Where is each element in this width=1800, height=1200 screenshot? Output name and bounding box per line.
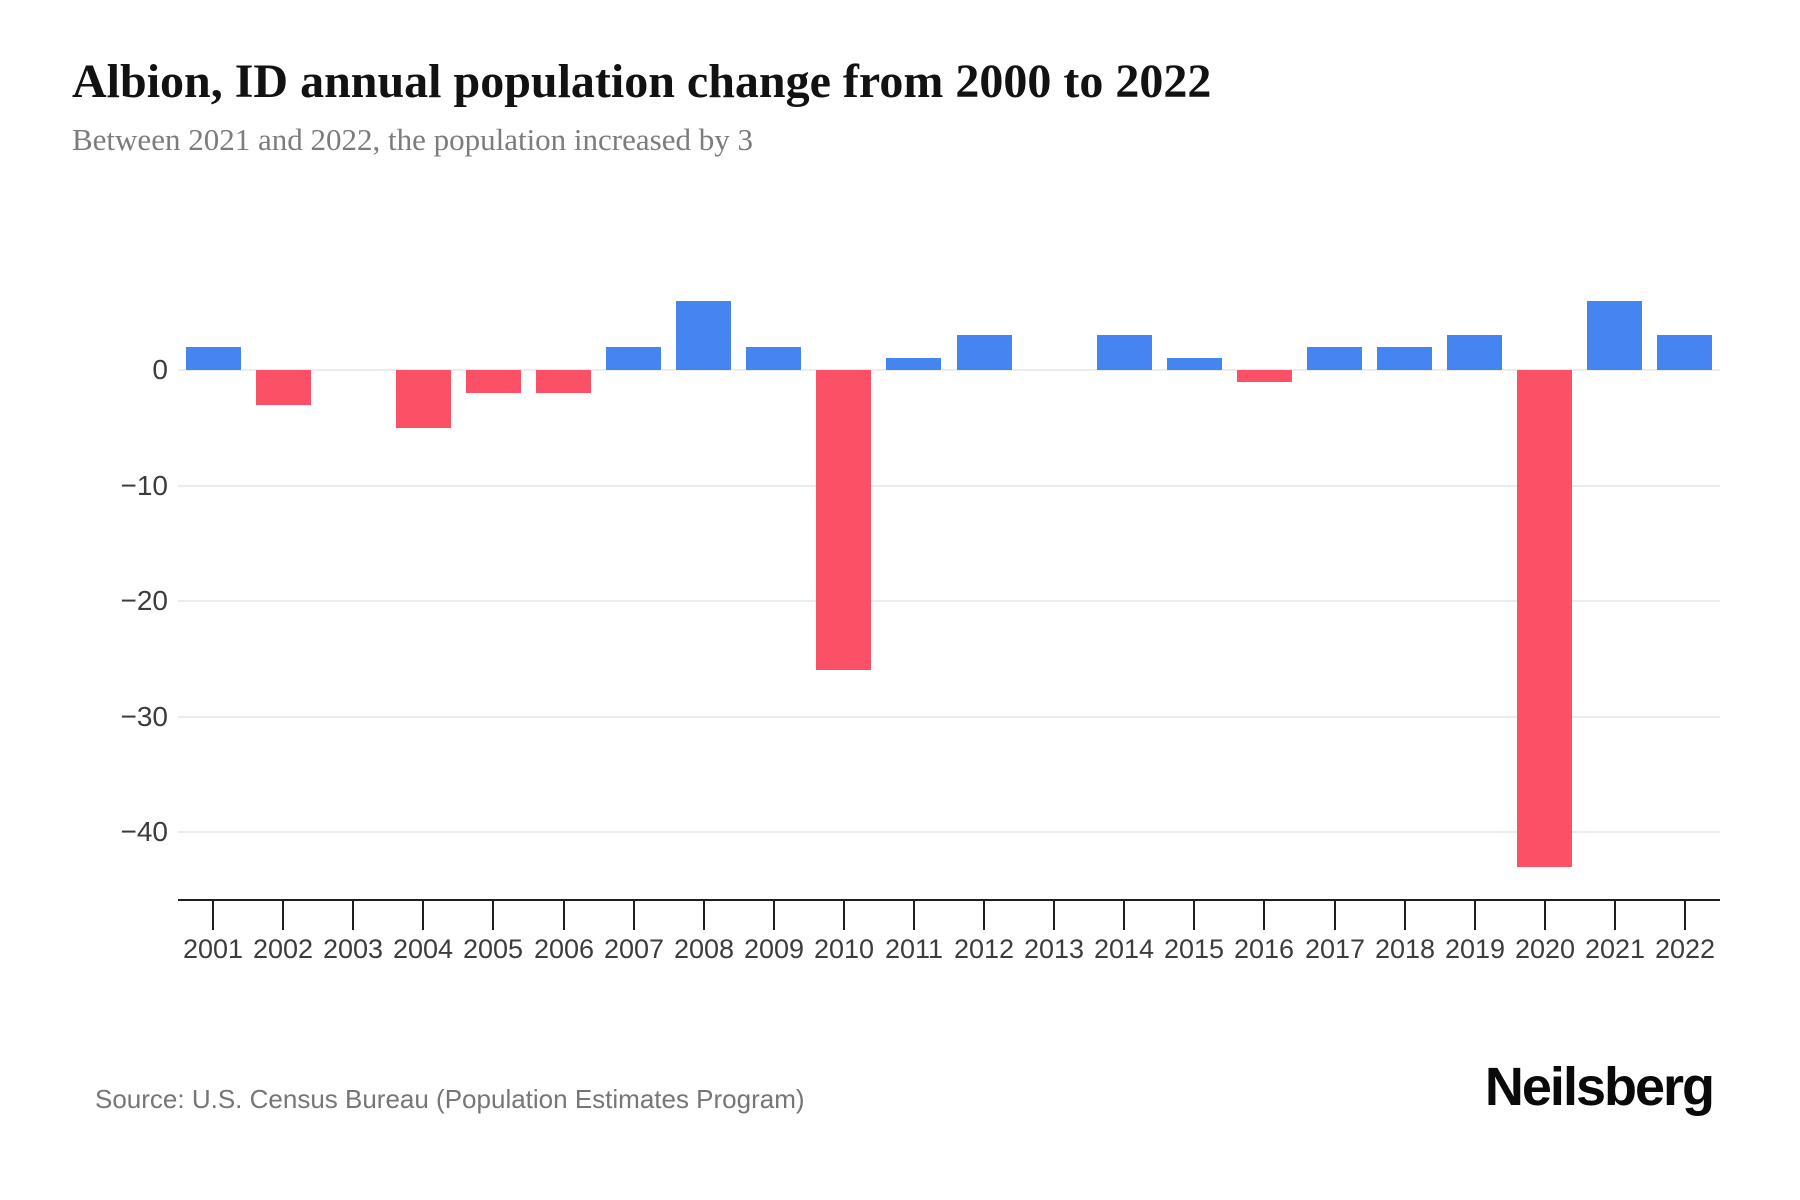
bar[interactable] — [816, 370, 871, 670]
gridline — [178, 600, 1720, 602]
bar[interactable] — [1237, 370, 1292, 382]
bar[interactable] — [1097, 335, 1152, 370]
x-tick-label: 2011 — [884, 934, 944, 964]
x-tick-label: 2003 — [322, 934, 384, 964]
x-axis-tick — [1193, 900, 1195, 930]
x-axis-tick — [1544, 900, 1546, 930]
chart-title: Albion, ID annual population change from… — [72, 55, 1212, 108]
gridline — [178, 715, 1720, 718]
x-axis-tick — [1684, 900, 1686, 930]
x-axis-tick — [913, 900, 915, 930]
x-axis-tick — [1263, 900, 1265, 930]
x-tick-label: 2001 — [182, 934, 244, 964]
bar[interactable] — [186, 347, 241, 370]
x-tick-label: 2020 — [1514, 934, 1576, 964]
bar[interactable] — [466, 370, 521, 393]
x-tick-label: 2004 — [392, 934, 454, 964]
y-tick-label: −40 — [120, 816, 169, 847]
bar[interactable] — [256, 370, 311, 405]
x-axis-tick — [1123, 900, 1125, 930]
bar[interactable] — [746, 347, 801, 370]
x-tick-label: 2006 — [533, 934, 595, 964]
x-axis-tick — [703, 900, 705, 930]
x-axis-tick — [773, 900, 775, 930]
chart-subtitle: Between 2021 and 2022, the population in… — [72, 122, 753, 157]
x-tick-label: 2002 — [252, 934, 314, 964]
brand-logo: Neilsberg — [1484, 1057, 1715, 1117]
x-tick-label: 2015 — [1163, 934, 1225, 964]
x-axis-tick — [1053, 900, 1055, 930]
x-tick-label: 2016 — [1233, 934, 1295, 964]
x-axis-tick — [422, 900, 424, 930]
x-tick-label: 2007 — [603, 934, 665, 964]
x-axis-tick — [212, 900, 214, 930]
x-tick-label: 2012 — [953, 934, 1015, 964]
x-axis-tick — [1614, 900, 1616, 930]
x-axis-tick — [843, 900, 845, 930]
x-tick-label: 2017 — [1304, 934, 1366, 964]
x-axis-tick — [633, 900, 635, 930]
x-axis-tick — [1334, 900, 1336, 930]
x-tick-label: 2013 — [1023, 934, 1085, 964]
bar[interactable] — [1307, 347, 1362, 370]
bar[interactable] — [1517, 370, 1572, 867]
x-axis-tick — [492, 900, 494, 930]
gridline — [178, 831, 1720, 833]
x-axis-tick — [1474, 900, 1476, 930]
y-tick-label: 0 — [152, 354, 168, 385]
bar[interactable] — [1587, 301, 1642, 370]
bar[interactable] — [606, 347, 661, 370]
bar[interactable] — [1657, 335, 1712, 370]
gridline — [178, 484, 1720, 487]
x-axis-tick — [983, 900, 985, 930]
x-tick-label: 2005 — [462, 934, 524, 964]
x-tick-label: 2019 — [1444, 934, 1506, 964]
bar[interactable] — [676, 301, 731, 370]
x-tick-label: 2008 — [673, 934, 735, 964]
x-tick-label: 2014 — [1093, 934, 1155, 964]
bar[interactable] — [1377, 347, 1432, 370]
x-tick-label: 2018 — [1374, 934, 1436, 964]
bar[interactable] — [957, 335, 1012, 370]
bar[interactable] — [886, 358, 941, 370]
y-tick-label: −20 — [120, 585, 169, 616]
y-tick-label: −30 — [120, 700, 169, 732]
bar-chart: 0 −10 −20 −30 −40 2001 2002 2003 2004 2005 2006 200… — [120, 301, 1720, 964]
bar[interactable] — [396, 370, 451, 428]
bar[interactable] — [1167, 358, 1222, 370]
x-axis-tick — [1404, 900, 1406, 930]
y-tick-label: −10 — [120, 469, 169, 501]
gridline — [178, 369, 1720, 371]
source-note: Source: U.S. Census Bureau (Population E… — [95, 1084, 805, 1114]
x-axis-line — [178, 899, 1720, 901]
x-tick-label: 2009 — [743, 934, 805, 964]
x-tick-label: 2022 — [1654, 934, 1716, 964]
bar[interactable] — [536, 370, 591, 393]
x-tick-label: 2010 — [813, 934, 875, 964]
bar[interactable] — [1447, 335, 1502, 370]
x-axis-tick — [563, 900, 565, 930]
x-tick-label: 2021 — [1584, 934, 1646, 964]
x-axis-tick — [352, 900, 354, 930]
x-axis-tick — [282, 900, 284, 930]
